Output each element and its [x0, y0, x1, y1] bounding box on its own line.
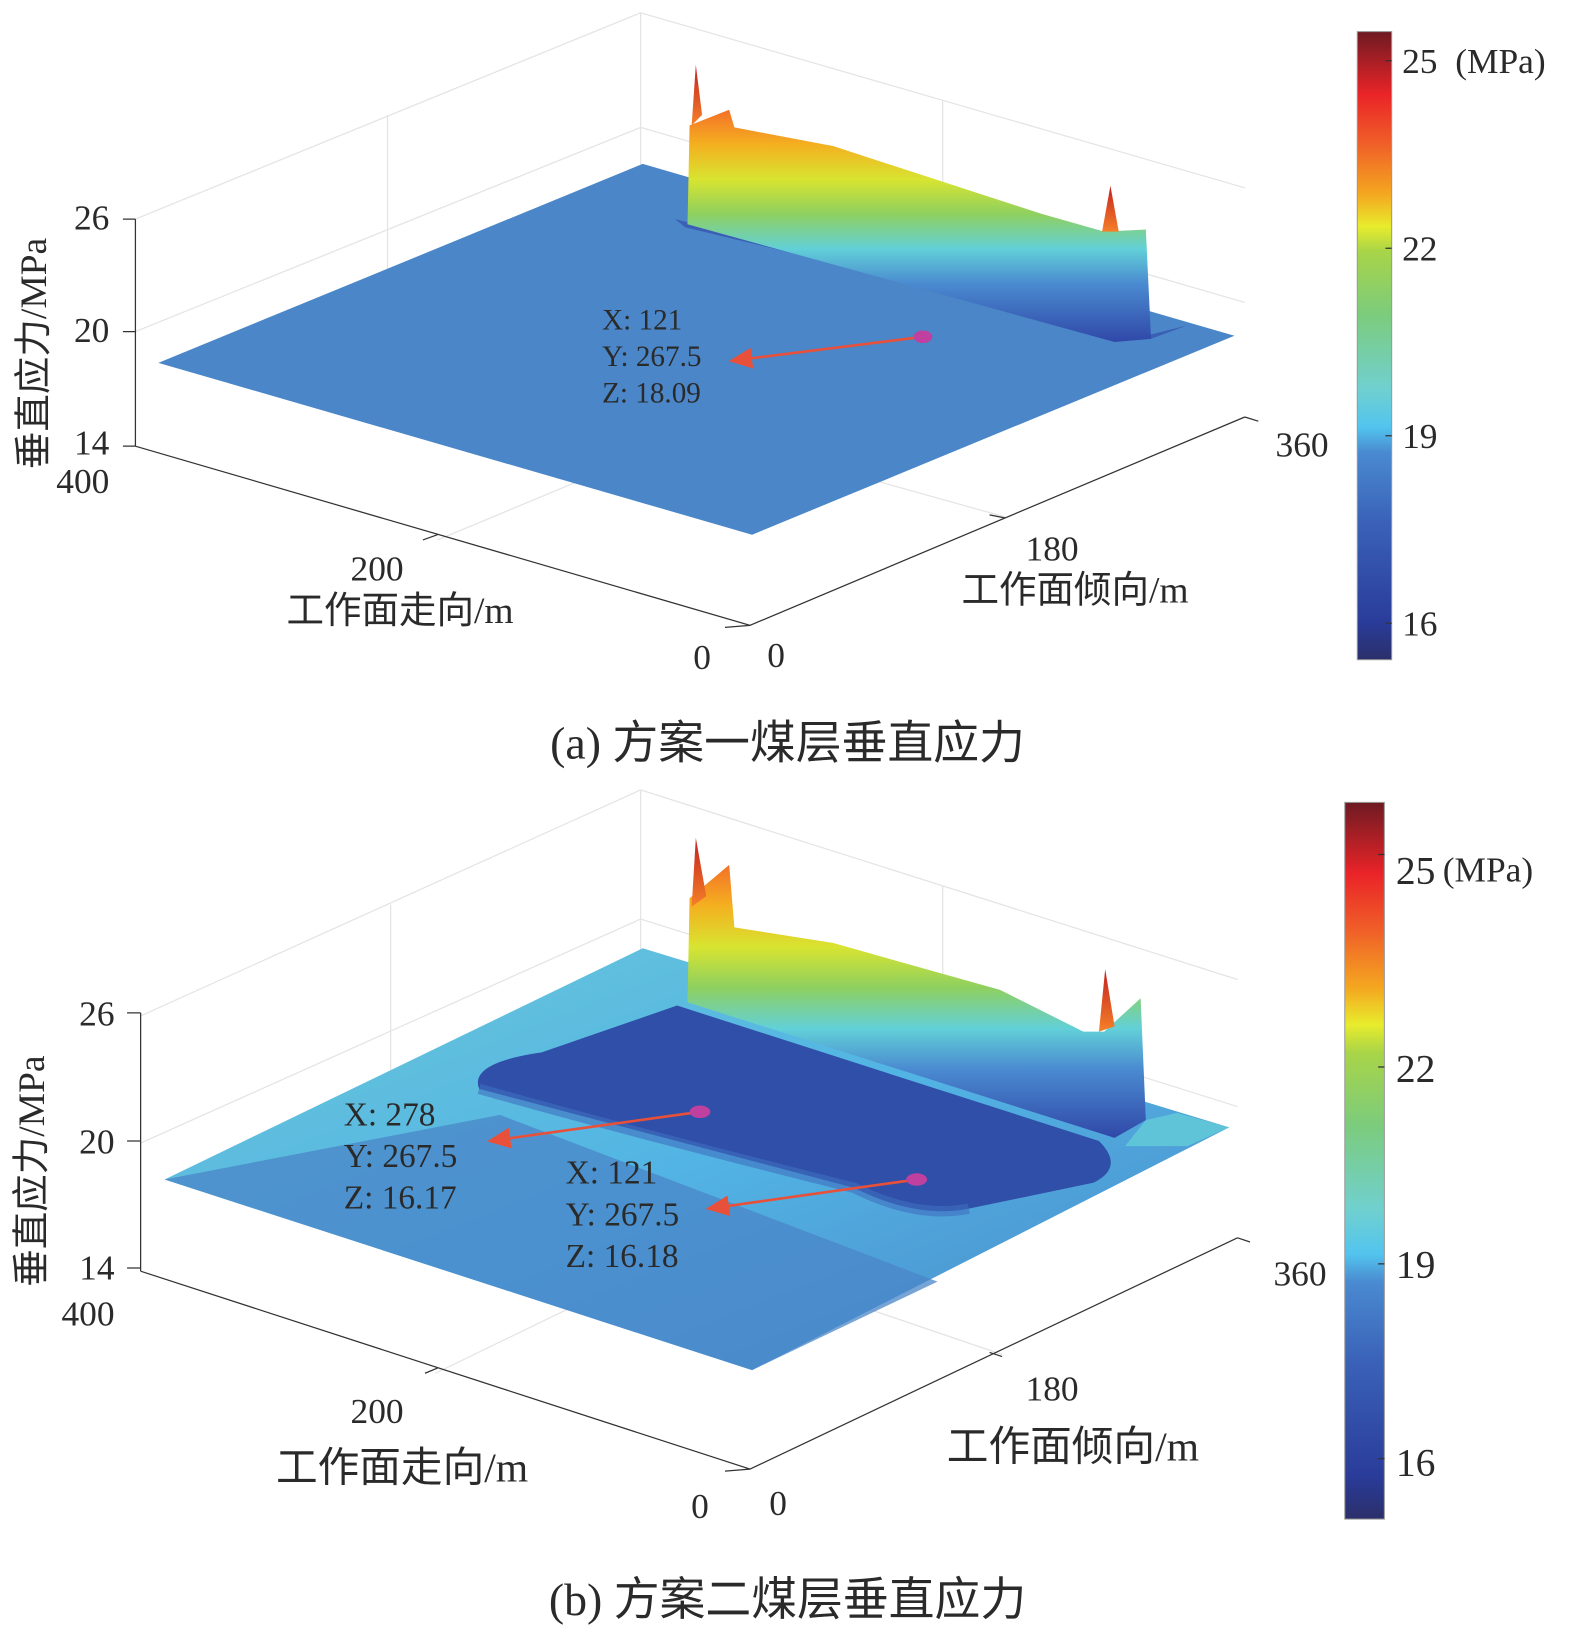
surface-spike — [1098, 969, 1115, 1032]
z-tick: 14 — [74, 423, 110, 463]
colorbar-unit: (MPa) — [1443, 850, 1533, 890]
z-tick: 26 — [74, 198, 109, 238]
x-tick: 400 — [56, 461, 109, 501]
surface-ridge — [687, 109, 1152, 342]
surface-plane — [158, 163, 1235, 535]
surface-edge-bump — [1125, 1112, 1230, 1147]
y-tick: 360 — [1273, 1254, 1326, 1294]
x-tick: 200 — [351, 549, 404, 589]
colorbar-tick: 22 — [1396, 1047, 1436, 1091]
x-axis-label: 工作面走向/m — [286, 591, 513, 632]
z-tick: 20 — [74, 310, 109, 350]
caption-a: (a) 方案一煤层垂直应力 — [550, 718, 1025, 769]
y-tick: 180 — [1026, 1368, 1079, 1408]
datatip-arrow — [728, 335, 924, 369]
x-tick: 200 — [351, 1391, 404, 1431]
colorbar-tick: 22 — [1402, 229, 1437, 269]
x-tick: 0 — [693, 637, 711, 677]
y-tick: 360 — [1276, 425, 1329, 465]
surface-basin-rim — [477, 1083, 970, 1217]
datatip-marker[interactable] — [689, 1105, 711, 1119]
x-axis-label: 工作面走向/m — [276, 1446, 528, 1492]
surface-spike — [1102, 185, 1119, 232]
z-axis-label: 垂直应力/MPa — [11, 1055, 53, 1287]
datatip: X: 121 Y: 267.5 Z: 18.09 — [602, 305, 933, 409]
datatip-y: Y: 267.5 — [344, 1138, 458, 1175]
colorbar-tick: 19 — [1402, 416, 1437, 456]
datatip-arrow — [705, 1178, 917, 1217]
z-tick: 26 — [79, 993, 114, 1033]
colorbar-tick: 25 — [1402, 41, 1437, 81]
colorbar-tick: 25 — [1396, 849, 1436, 893]
x-tick: 0 — [691, 1486, 709, 1526]
z-tick: 14 — [79, 1248, 115, 1288]
axes — [122, 218, 1259, 629]
datatip-marker[interactable] — [906, 1173, 928, 1186]
datatip-x: X: 121 — [602, 305, 682, 337]
datatip-y: Y: 267.5 — [602, 341, 701, 373]
surface-spike — [691, 837, 707, 907]
datatip: X: 278 Y: 267.5 Z: 16.17 — [344, 1096, 711, 1217]
colorbar-unit: (MPa) — [1455, 41, 1545, 81]
caption-b: (b) 方案二煤层垂直应力 — [549, 1574, 1026, 1625]
colorbar-tick: 16 — [1396, 1440, 1436, 1484]
panel-b: X: 278 Y: 267.5 Z: 16.17 X: 121 Y: 267.5… — [11, 789, 1533, 1625]
y-tick: 0 — [767, 635, 785, 675]
panel-a: X: 121 Y: 267.5 Z: 18.09 26 20 14 垂直应力/M… — [13, 12, 1546, 769]
y-tick: 180 — [1026, 529, 1079, 569]
colorbar: 25 (MPa) 22 19 16 — [1344, 801, 1533, 1520]
colorbar-tick: 16 — [1402, 604, 1437, 644]
z-tick: 20 — [79, 1121, 114, 1161]
datatip-arrow — [487, 1110, 701, 1149]
y-axis-label: 工作面倾向/m — [961, 570, 1188, 611]
datatip: X: 121 Y: 267.5 Z: 16.18 — [566, 1155, 928, 1275]
y-tick: 0 — [769, 1483, 787, 1523]
colorbar-tick: 19 — [1396, 1242, 1436, 1286]
colorbar: 25 (MPa) 22 19 16 — [1356, 31, 1546, 661]
surface-ridge — [687, 864, 1146, 1138]
surface-edge-bump — [1151, 325, 1235, 345]
surface-low-front — [164, 1114, 938, 1371]
y-axis-label: 工作面倾向/m — [947, 1425, 1199, 1471]
surface-spike — [691, 64, 703, 126]
datatip-x: X: 121 — [566, 1155, 658, 1192]
datatip-z: Z: 16.18 — [566, 1238, 679, 1275]
datatip-z: Z: 18.09 — [602, 377, 701, 409]
z-axis-label: 垂直应力/MPa — [13, 237, 55, 469]
surface-basin — [477, 1005, 1111, 1212]
x-tick: 400 — [61, 1293, 114, 1333]
datatip-z: Z: 16.17 — [344, 1180, 457, 1217]
datatip-marker[interactable] — [913, 330, 933, 344]
datatip-y: Y: 267.5 — [566, 1196, 680, 1233]
axes — [127, 1012, 1251, 1472]
datatip-x: X: 278 — [344, 1096, 436, 1133]
